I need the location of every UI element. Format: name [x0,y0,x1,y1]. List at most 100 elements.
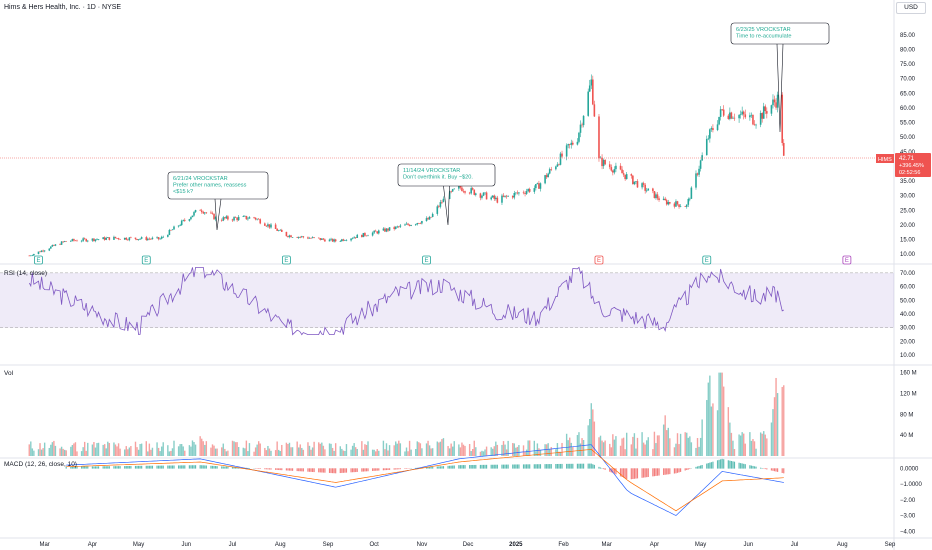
volume-bar [82,447,84,456]
time-tick-label: May [133,542,144,548]
currency-button[interactable]: USD [896,2,926,14]
macd-histogram-bar [566,463,568,469]
candle-body [448,191,451,200]
macd-histogram-bar [698,465,700,469]
volume-bar [473,440,475,456]
macd-histogram-bar [741,463,743,469]
candle-body [93,238,95,242]
price-axis[interactable]: 85.00 80.00 75.00 70.00 65.00 60.00 55.00 50.00… [900,33,916,258]
macd-histogram-bar [310,468,312,472]
candle-body [729,112,731,119]
volume-bar [733,449,736,456]
candle-body [759,113,762,125]
rsi-axis[interactable]: 70.00 60.00 50.00 40.00 30.00 20.00 10.00 [900,271,916,359]
candle-body [299,236,302,238]
candle-body [277,230,280,232]
macd-histogram-bar [721,458,723,469]
candle-body [441,202,443,203]
volume-bar [33,450,35,456]
macd-pane [65,444,785,516]
rsi-label[interactable]: RSI (14, close) [4,270,47,277]
macd-histogram-bar [738,462,740,469]
macd-histogram-bar [388,468,391,470]
volume-bar [233,441,235,456]
candle-body [177,225,180,227]
volume-bar [224,448,226,456]
candle-body [33,253,35,256]
volume-bar [107,441,109,456]
macd-histogram-bar [581,463,583,469]
macd-histogram-bar [579,463,582,469]
volume-bar [458,444,460,456]
candle-body [421,220,423,224]
candle-body [157,237,160,240]
candle-body [588,85,591,92]
volume-bar [93,442,95,456]
volume-bar [253,451,255,456]
volume-bar [559,451,562,456]
macd-histogram-bar [94,466,97,469]
candle-body [695,173,697,188]
candle-body [624,174,626,180]
volume-bar [425,443,428,456]
macd-label[interactable]: MACD (12, 26, close, 10) [4,461,77,468]
candle-body [106,237,109,238]
candle-body [644,184,646,191]
volume-bar [479,451,482,456]
volume-bar [684,432,686,456]
candle-body [601,157,603,167]
candle-body [416,223,419,225]
time-tick-label: May [695,542,706,548]
macd-histogram-bar [330,468,332,474]
volume-bar [330,443,332,456]
candle-body [741,111,743,115]
macd-axis[interactable]: 0.0000 −1.0000 −2.00 −3.00 −4.00 [900,466,923,535]
rsi-tick-label: 60.00 [900,285,916,291]
time-axis[interactable]: Mar Apr May Jun Jul Aug Sep Oct Nov Dec 2025 Feb Mar… [39,542,896,548]
time-tick-label: Mar [39,542,49,548]
candle-body [558,164,560,165]
candle-body [709,129,711,139]
volume-bar [593,421,596,456]
candle-body [481,195,483,198]
candle-body [744,114,747,118]
macd-histogram-bar [624,468,626,479]
candle-body [285,231,288,237]
volume-bar [527,440,529,456]
macd-histogram-bar [653,468,656,477]
volume-label[interactable]: Vol [4,370,14,377]
candle-body [180,220,183,226]
volume-bar [729,422,731,456]
time-tick-label: Aug [275,542,286,548]
earnings-marker [594,255,604,265]
earnings-marker [422,255,431,265]
candle-body [398,226,400,228]
rsi-band [0,272,894,328]
volume-axis[interactable]: 160 M 120 M 80 M 40 M [900,371,917,440]
volume-bar [752,439,754,456]
candle-body [428,216,431,220]
volume-bar [610,447,612,456]
candle-body [387,228,389,231]
callout-text: Time to re-accumulate [736,34,791,40]
volume-bar [242,447,244,456]
candle-body [733,117,736,119]
volume-bar [636,437,639,456]
volume-bar [222,443,224,456]
candle-body [125,237,128,240]
candle-body [555,166,557,170]
volume-bar [407,451,409,456]
volume-bar [598,437,600,456]
candle-body [622,173,625,175]
macd-histogram-bar [339,468,341,474]
callout-text: Prefer other names, reassess [173,183,247,189]
candle-body [675,201,677,207]
volume-bar [461,442,463,456]
candle-body [471,188,474,190]
candle-body [567,144,569,146]
volume-bar [621,438,623,456]
